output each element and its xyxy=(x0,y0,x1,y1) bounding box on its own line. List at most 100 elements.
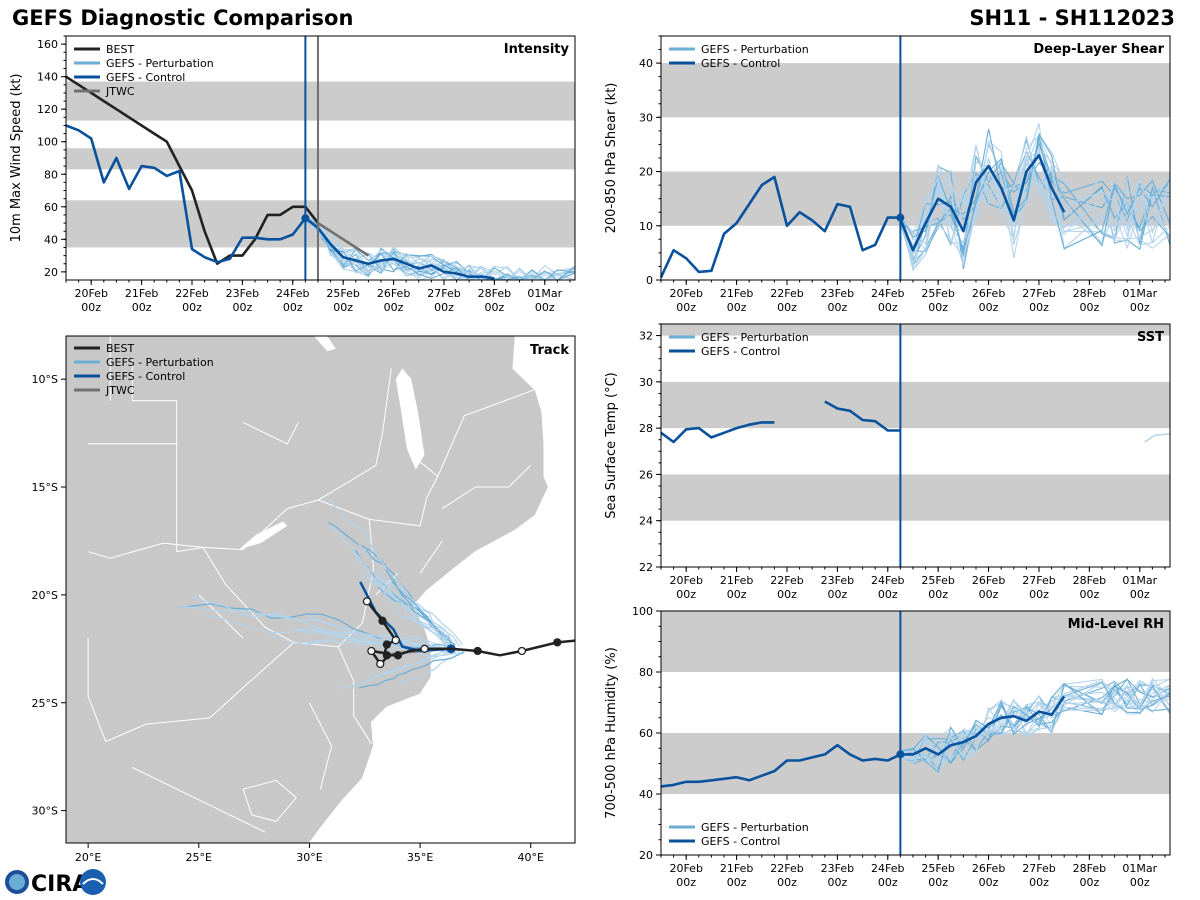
x-tick-label: 00z xyxy=(1130,588,1150,601)
x-tick-label: 00z xyxy=(878,588,898,601)
legend-label: GEFS - Perturbation xyxy=(701,331,809,344)
country-border xyxy=(176,368,392,553)
y-axis-label: Sea Surface Temp (°C) xyxy=(604,372,619,519)
x-tick-label: 23Feb xyxy=(821,862,854,875)
lat-tick-label: 25°S xyxy=(32,697,58,710)
logo-text: CIRA xyxy=(31,872,89,897)
y-tick-label: 32 xyxy=(639,330,653,343)
x-tick-label: 27Feb xyxy=(1022,862,1055,875)
x-tick-label: 25Feb xyxy=(921,574,954,587)
init-marker xyxy=(896,213,905,222)
x-tick-label: 20Feb xyxy=(669,287,702,300)
perturbation-line xyxy=(899,139,1171,256)
x-tick-label: 27Feb xyxy=(427,287,460,300)
y-tick-label: 80 xyxy=(44,168,58,181)
legend-label: GEFS - Perturbation xyxy=(701,821,809,834)
x-tick-label: 00z xyxy=(182,301,202,314)
legend-label: BEST xyxy=(106,342,134,355)
x-tick-label: 00z xyxy=(928,301,948,314)
perturbation-track xyxy=(325,497,453,650)
x-tick-label: 23Feb xyxy=(226,287,259,300)
shaded-band xyxy=(661,733,1170,794)
x-tick-label: 00z xyxy=(777,301,797,314)
legend-label: GEFS - Control xyxy=(701,57,780,70)
x-tick-label: 20Feb xyxy=(669,862,702,875)
legend-label: GEFS - Perturbation xyxy=(106,356,214,369)
series-gefs-control-forecast xyxy=(900,695,1066,756)
perturbation-line xyxy=(899,136,1171,254)
country-border xyxy=(337,646,372,745)
x-tick-label: 00z xyxy=(979,876,999,889)
perturbation-line xyxy=(899,145,1171,238)
shaded-band xyxy=(661,381,1170,429)
x-tick-label: 21Feb xyxy=(720,287,753,300)
y-tick-label: 100 xyxy=(632,605,653,618)
x-tick-label: 25Feb xyxy=(921,862,954,875)
x-tick-label: 00z xyxy=(777,588,797,601)
x-tick-label: 00z xyxy=(535,301,555,314)
x-tick-label: 28Feb xyxy=(478,287,511,300)
y-tick-label: 60 xyxy=(639,727,653,740)
x-tick-label: 01Mar xyxy=(527,287,562,300)
lat-tick-label: 15°S xyxy=(32,481,58,494)
country-border xyxy=(198,594,244,639)
x-tick-label: 00z xyxy=(232,301,252,314)
best-track-point xyxy=(382,640,392,649)
x-tick-label: 00z xyxy=(333,301,353,314)
shaded-band xyxy=(661,63,1170,118)
lon-tick-label: 35°E xyxy=(407,851,433,864)
x-tick-label: 00z xyxy=(1029,876,1049,889)
perturbation-track xyxy=(393,575,461,647)
lat-tick-label: 20°S xyxy=(32,589,58,602)
series-gefs-perturbation xyxy=(1144,433,1171,443)
y-axis-label: 10m Max Wind Speed (kt) xyxy=(9,74,24,243)
track-map: 20°E 25°E 30°E 35°E 40°E 10°S 15°S 20°S 25°S 30°S… xyxy=(32,335,576,864)
y-tick-label: 60 xyxy=(44,201,58,214)
x-tick-label: 00z xyxy=(1029,301,1049,314)
best-track-point xyxy=(420,644,429,653)
x-tick-label: 00z xyxy=(1079,588,1099,601)
shaded-band xyxy=(66,148,575,170)
y-tick-label: 0 xyxy=(646,274,653,287)
sst-chart: 22242628303220Feb00z21Feb00z22Feb00z23Fe… xyxy=(604,323,1171,601)
y-tick-label: 24 xyxy=(639,515,653,528)
x-tick-label: 22Feb xyxy=(770,574,803,587)
country-border xyxy=(87,638,295,743)
y-tick-label: 120 xyxy=(37,103,58,116)
y-tick-label: 140 xyxy=(37,71,58,84)
x-tick-label: 24Feb xyxy=(871,287,904,300)
x-tick-label: 28Feb xyxy=(1073,862,1106,875)
x-tick-label: 00z xyxy=(727,301,747,314)
x-tick-label: 27Feb xyxy=(1022,574,1055,587)
perturbation-track xyxy=(358,651,465,689)
map-frame xyxy=(65,335,576,844)
perturbation-line xyxy=(900,678,1171,762)
y-axis-label: 200-850 hPa Shear (kt) xyxy=(604,83,619,234)
country-border xyxy=(132,767,266,833)
y-axis-label: 700-500 hPa Humidity (%) xyxy=(604,647,619,819)
legend-label: GEFS - Control xyxy=(701,835,780,848)
country-border xyxy=(242,779,297,822)
panel-title: Mid-Level RH xyxy=(1068,617,1164,632)
country-border xyxy=(88,357,178,445)
x-tick-label: 00z xyxy=(928,588,948,601)
x-tick-label: 00z xyxy=(676,301,696,314)
x-tick-label: 20Feb xyxy=(74,287,107,300)
series-gefs-control-seg1 xyxy=(660,421,775,444)
best-track-point xyxy=(553,638,562,647)
perturbation-line xyxy=(900,679,1171,762)
panel-title: Track xyxy=(530,343,569,358)
init-marker xyxy=(301,214,310,223)
y-tick-label: 80 xyxy=(639,666,653,679)
x-tick-label: 24Feb xyxy=(276,287,309,300)
y-tick-label: 20 xyxy=(44,266,58,279)
x-tick-label: 00z xyxy=(827,588,847,601)
x-tick-label: 00z xyxy=(979,588,999,601)
x-tick-label: 28Feb xyxy=(1073,287,1106,300)
country-border xyxy=(87,499,375,648)
legend-label: JTWC xyxy=(105,384,135,397)
x-tick-label: 28Feb xyxy=(1073,574,1106,587)
legend-label: GEFS - Control xyxy=(106,71,185,84)
shear-chart: 01020304020Feb00z21Feb00z22Feb00z23Feb00… xyxy=(604,35,1171,314)
perturbation-track xyxy=(339,650,448,689)
